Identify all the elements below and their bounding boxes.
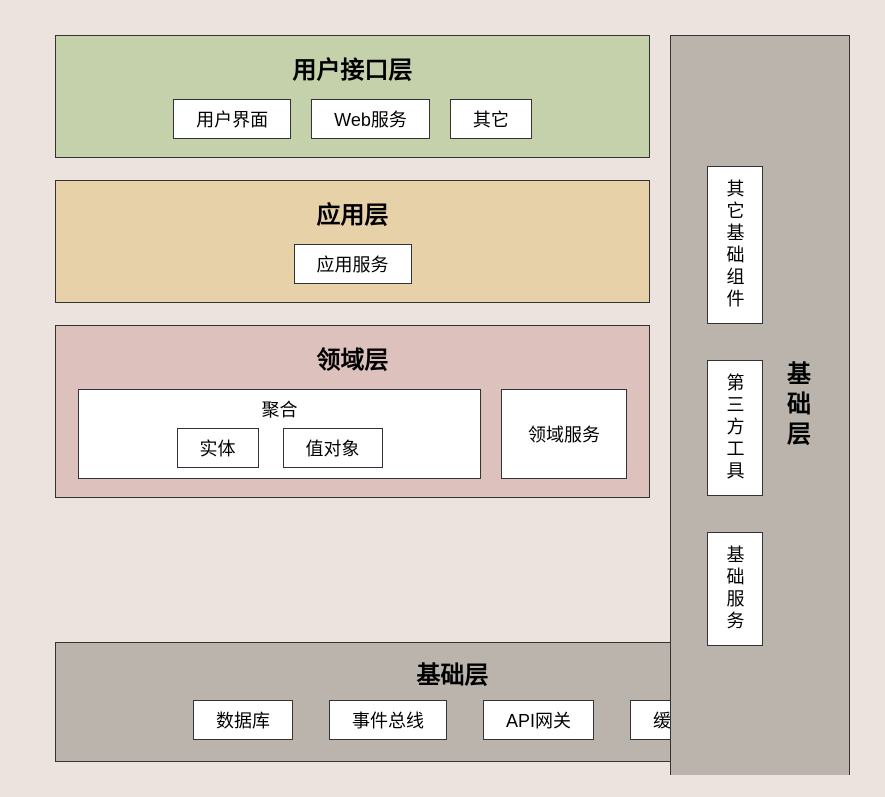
box-infra-service: 基础服务 — [707, 532, 763, 646]
box-value-object: 值对象 — [283, 428, 383, 468]
domain-box-row: 聚合 实体 值对象 领域服务 — [78, 389, 627, 479]
box-api-gateway: API网关 — [483, 700, 594, 740]
box-event-bus: 事件总线 — [329, 700, 447, 740]
layer-title-domain: 领域层 — [317, 340, 389, 375]
layer-title-ui: 用户接口层 — [293, 50, 413, 85]
box-user-ui: 用户界面 — [173, 99, 291, 139]
layer-domain: 领域层 聚合 实体 值对象 领域服务 — [55, 325, 650, 498]
ui-box-row: 用户界面 Web服务 其它 — [78, 99, 627, 139]
layer-title-infra-right: 基础层 — [779, 361, 814, 451]
box-entity: 实体 — [177, 428, 259, 468]
diagram-root: 用户接口层 用户界面 Web服务 其它 应用层 应用服务 领域层 聚合 实体 — [55, 35, 850, 762]
layer-application: 应用层 应用服务 — [55, 180, 650, 303]
aggregate-title: 聚合 — [262, 396, 298, 422]
aggregate-row: 实体 值对象 — [177, 428, 383, 468]
box-other: 其它 — [450, 99, 532, 139]
box-third-party: 第三方工具 — [707, 360, 763, 496]
layer-infra-right: 其它基础组件 第三方工具 基础服务 基础层 — [670, 35, 850, 775]
box-domain-services: 领域服务 — [501, 389, 627, 479]
layer-title-infra: 基础层 — [417, 655, 489, 690]
box-app-service: 应用服务 — [294, 244, 412, 284]
infra-right-col: 其它基础组件 第三方工具 基础服务 — [707, 166, 763, 646]
layer-user-interface: 用户接口层 用户界面 Web服务 其它 — [55, 35, 650, 158]
box-web-service: Web服务 — [311, 99, 430, 139]
app-box-row: 应用服务 — [78, 244, 627, 284]
layer-title-app: 应用层 — [317, 195, 389, 230]
aggregate-box: 聚合 实体 值对象 — [78, 389, 481, 479]
box-other-components: 其它基础组件 — [707, 166, 763, 324]
box-database: 数据库 — [193, 700, 293, 740]
